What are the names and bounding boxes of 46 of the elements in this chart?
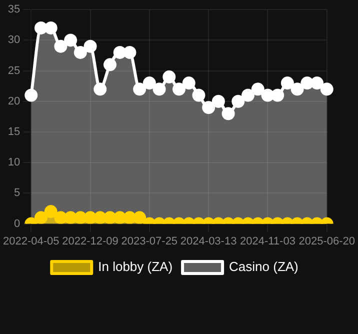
point xyxy=(74,46,87,59)
point xyxy=(310,76,324,90)
point xyxy=(34,21,48,34)
x-tick-label: 2022-12-09 xyxy=(62,235,118,248)
point xyxy=(222,107,235,120)
y-tick-label: 20 xyxy=(8,95,20,108)
point xyxy=(123,46,136,59)
point xyxy=(162,70,176,84)
point xyxy=(152,82,166,96)
point xyxy=(271,88,284,102)
x-tick-label: 2022-04-05 xyxy=(2,235,60,248)
x-tick-label: 2023-07-25 xyxy=(121,235,178,248)
legend-label: In lobby (ZA) xyxy=(98,259,173,274)
point xyxy=(44,21,58,34)
point xyxy=(182,76,196,90)
point xyxy=(300,76,314,90)
y-tick-label: 25 xyxy=(8,64,20,77)
point xyxy=(212,94,225,108)
point xyxy=(133,82,146,96)
point xyxy=(172,82,186,96)
point xyxy=(94,82,107,96)
x-tick-label: 2024-03-13 xyxy=(180,235,237,248)
point xyxy=(202,101,216,114)
point xyxy=(280,76,294,90)
x-tick-label: 2024-11-03 xyxy=(240,235,296,248)
point xyxy=(320,82,334,96)
x-tick-label: 2025-06-20 xyxy=(298,235,356,248)
point xyxy=(103,58,116,72)
y-tick-label: 30 xyxy=(8,34,20,46)
y-tick-label: 15 xyxy=(8,126,20,138)
point xyxy=(142,76,156,90)
point xyxy=(242,88,255,102)
point xyxy=(251,82,264,96)
y-tick-label: 5 xyxy=(14,187,20,200)
point xyxy=(54,40,68,53)
point xyxy=(290,82,304,96)
y-tick-label: 0 xyxy=(14,218,20,230)
point xyxy=(64,34,78,47)
legend-label: Casino (ZA) xyxy=(229,259,298,274)
point xyxy=(261,88,274,102)
point xyxy=(192,88,206,102)
point xyxy=(232,94,245,108)
point xyxy=(84,40,97,53)
point xyxy=(113,46,126,59)
y-tick-label: 35 xyxy=(8,4,20,16)
y-tick-label: 10 xyxy=(8,156,20,169)
